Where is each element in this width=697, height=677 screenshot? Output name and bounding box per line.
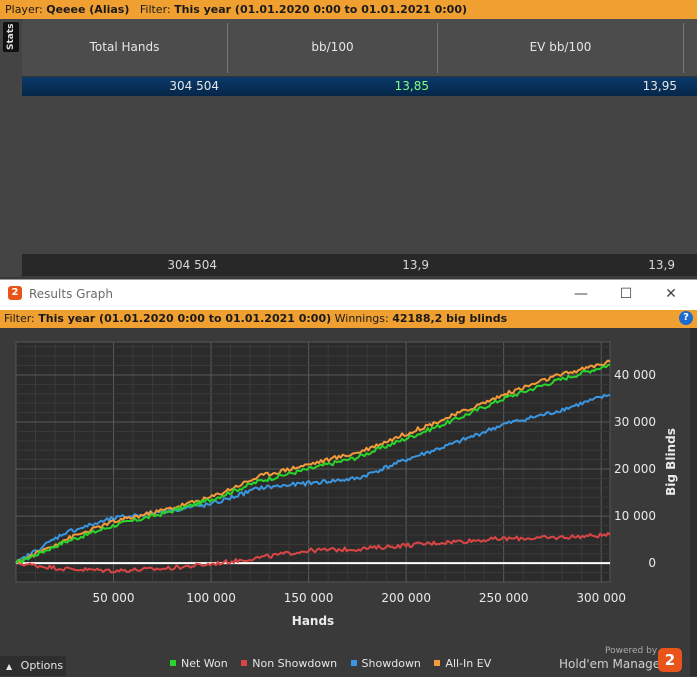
results-chart: 50 000 100 000 150 000 200 000 250 000 300 00…: [15, 341, 678, 628]
table-empty-area: [22, 96, 697, 254]
cell-ev-bb100: 13,95: [642, 79, 677, 93]
chart-legend: Net Won Non Showdown Showdown All-In EV: [170, 656, 501, 674]
table-row[interactable]: 304 504 13,85 13,95: [22, 77, 697, 96]
window-title: Results Graph: [29, 287, 113, 301]
y-tick-label: 0: [648, 556, 656, 570]
x-tick-label: 250 000: [479, 591, 529, 605]
legend-item-non-showdown[interactable]: Non Showdown: [241, 656, 337, 672]
y-tick-label: 40 000: [614, 368, 656, 382]
series-line-showdown: [15, 393, 611, 564]
filter-value[interactable]: This year (01.01.2020 0:00 to 01.01.2021…: [174, 3, 467, 16]
legend-label: Net Won: [181, 657, 228, 670]
close-button[interactable]: ✕: [665, 286, 677, 302]
x-tick-label: 300 000: [576, 591, 626, 605]
y-tick-label: 10 000: [614, 509, 656, 523]
legend-swatch: [170, 660, 176, 666]
series-line-non-showdown: [15, 531, 611, 574]
filter-prefix: Filter:: [139, 3, 175, 16]
legend-label: Non Showdown: [252, 657, 338, 670]
stats-side-panel: [0, 19, 23, 277]
stats-table-header: Total Hands bb/100 EV bb/100: [22, 19, 697, 77]
axis-ticks: 50 000 100 000 150 000 200 000 250 000 300 00…: [93, 368, 656, 605]
player-name[interactable]: Qeeee (Alias): [46, 3, 130, 16]
legend-swatch: [241, 660, 248, 666]
total-hands: 304 504: [167, 258, 217, 272]
top-filter-bar: Player: Qeeee (Alias) Filter: This year …: [0, 0, 697, 19]
legend-item-net-won[interactable]: Net Won: [170, 656, 228, 672]
cell-total-hands: 304 504: [169, 79, 219, 93]
help-icon[interactable]: ?: [679, 311, 693, 325]
table-totals-row: 304 504 13,9 13,9: [22, 254, 697, 276]
y-tick-label: 20 000: [614, 462, 656, 476]
total-bb100: 13,9: [402, 258, 429, 272]
series-line-all-in-ev: [15, 359, 611, 564]
hem-brand-logo: 2: [658, 648, 682, 672]
legend-label: Showdown: [361, 657, 421, 670]
powered-by-text: Powered by: [605, 646, 658, 656]
graph-filter-bar: Filter: This year (01.01.2020 0:00 to 01…: [0, 310, 697, 328]
graph-filter-value[interactable]: This year (01.01.2020 0:00 to 01.01.2021…: [38, 312, 332, 325]
total-ev-bb100: 13,9: [648, 258, 675, 272]
legend-swatch: [434, 660, 441, 666]
results-graph-titlebar[interactable]: [0, 279, 697, 310]
caret-up-icon: ▲: [6, 662, 13, 671]
maximize-button[interactable]: ☐: [619, 286, 633, 302]
x-tick-label: 200 000: [381, 591, 431, 605]
options-button[interactable]: ▲ Options: [0, 656, 66, 676]
stats-tab[interactable]: Stats: [3, 22, 19, 52]
brand-name: Hold'em Manager: [559, 657, 666, 671]
options-label: Options: [20, 659, 64, 672]
x-axis-label: Hands: [292, 614, 334, 628]
graph-filter-prefix: Filter:: [4, 312, 39, 325]
legend-item-showdown[interactable]: Showdown: [350, 656, 421, 672]
y-axis-label: Big Blinds: [664, 428, 678, 496]
legend-swatch: [350, 660, 357, 666]
hem-logo-icon: 2: [8, 286, 22, 300]
series-line-net-won: [15, 363, 611, 564]
column-divider[interactable]: [683, 23, 684, 73]
series-lines: [15, 359, 611, 574]
column-divider[interactable]: [227, 23, 228, 73]
cell-bb100: 13,85: [394, 79, 429, 93]
x-tick-label: 150 000: [284, 591, 334, 605]
column-divider[interactable]: [437, 23, 438, 73]
column-header-ev-bb100[interactable]: EV bb/100: [529, 40, 592, 54]
window-edge: [690, 328, 697, 676]
legend-label: All-In EV: [445, 657, 492, 670]
column-header-bb100[interactable]: bb/100: [311, 40, 354, 54]
legend-item-all-in-ev[interactable]: All-In EV: [434, 656, 491, 672]
x-tick-label: 100 000: [186, 591, 236, 605]
player-prefix: Player:: [5, 3, 47, 16]
x-tick-label: 50 000: [93, 591, 135, 605]
column-header-total-hands[interactable]: Total Hands: [89, 40, 160, 54]
y-tick-label: 30 000: [614, 415, 656, 429]
winnings-prefix: Winnings:: [334, 312, 393, 325]
winnings-value: 42188,2 big blinds: [392, 312, 508, 325]
minimize-button[interactable]: —: [574, 286, 588, 302]
